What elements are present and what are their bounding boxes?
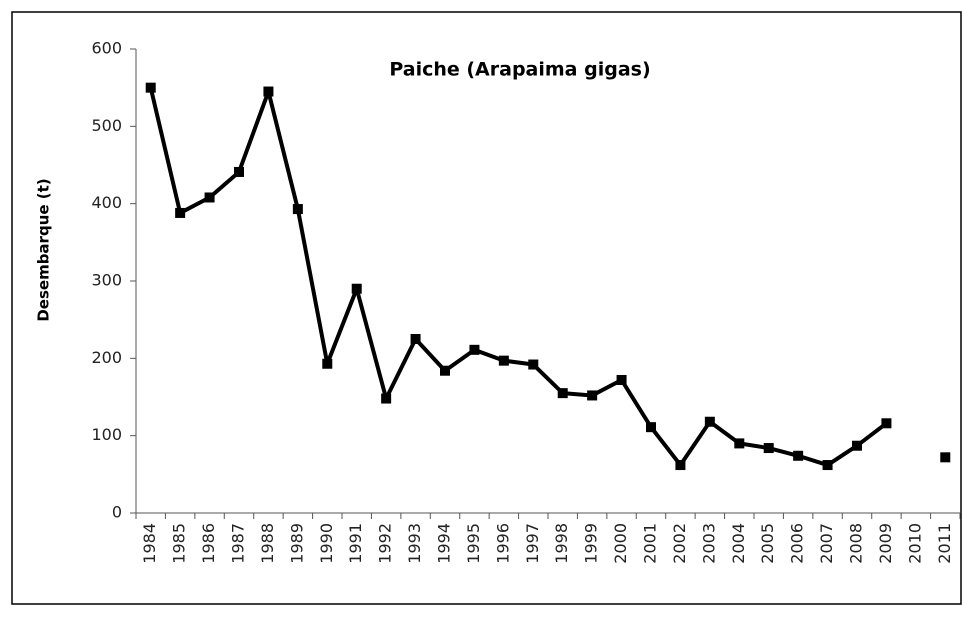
marker bbox=[498, 355, 509, 366]
x-tick-label: 1990 bbox=[317, 523, 336, 564]
x-tick-label: 1986 bbox=[199, 523, 218, 564]
marker bbox=[322, 358, 333, 369]
x-tick-label: 2008 bbox=[847, 523, 866, 564]
y-tick-label: 500 bbox=[91, 116, 122, 135]
y-tick-label: 0 bbox=[112, 503, 122, 522]
marker bbox=[675, 460, 686, 471]
marker bbox=[204, 192, 215, 203]
x-tick-label: 1992 bbox=[376, 523, 395, 564]
marker bbox=[940, 452, 951, 463]
marker bbox=[646, 422, 656, 433]
marker bbox=[263, 86, 274, 97]
marker bbox=[763, 443, 774, 454]
x-tick-label: 1997 bbox=[523, 523, 542, 564]
y-tick-label: 300 bbox=[91, 271, 122, 290]
y-tick-label: 600 bbox=[91, 39, 122, 58]
marker bbox=[528, 359, 539, 370]
marker bbox=[469, 344, 480, 355]
y-tick-label: 100 bbox=[91, 425, 122, 444]
x-tick-label: 1995 bbox=[464, 523, 483, 564]
x-tick-label: 1984 bbox=[140, 523, 159, 564]
x-tick-label: 2007 bbox=[817, 523, 836, 564]
marker bbox=[881, 418, 892, 429]
x-tick-label: 2001 bbox=[641, 523, 660, 564]
x-tick-label: 1998 bbox=[552, 523, 571, 564]
marker bbox=[793, 450, 804, 461]
x-tick-label: 1989 bbox=[287, 523, 306, 564]
x-tick-label: 1993 bbox=[405, 523, 424, 564]
chart-title: Paiche (Arapaima gigas) bbox=[389, 59, 650, 81]
chart-frame bbox=[11, 11, 962, 605]
y-tick-label: 400 bbox=[91, 193, 122, 212]
marker bbox=[292, 204, 303, 215]
marker bbox=[175, 207, 186, 218]
y-tick-label: 200 bbox=[91, 348, 122, 367]
marker bbox=[616, 374, 627, 385]
marker bbox=[557, 388, 568, 399]
x-tick-label: 2006 bbox=[788, 523, 807, 564]
x-tick-label: 2002 bbox=[670, 523, 689, 564]
y-axis-label: Desembarque (t) bbox=[35, 178, 53, 321]
marker bbox=[145, 82, 156, 93]
x-tick-label: 1999 bbox=[582, 523, 601, 564]
x-tick-label: 1994 bbox=[435, 523, 454, 564]
marker bbox=[852, 440, 862, 451]
x-tick-label: 2009 bbox=[876, 523, 895, 564]
x-tick-label: 2005 bbox=[758, 523, 777, 564]
marker bbox=[704, 416, 715, 427]
marker bbox=[734, 438, 745, 449]
marker bbox=[410, 334, 421, 344]
x-tick-label: 2010 bbox=[905, 523, 924, 564]
x-tick-label: 1987 bbox=[229, 523, 248, 564]
marker bbox=[234, 166, 244, 177]
x-tick-label: 2011 bbox=[935, 523, 954, 564]
x-tick-label: 2003 bbox=[699, 523, 718, 564]
marker bbox=[440, 365, 450, 376]
x-tick-label: 1991 bbox=[346, 523, 365, 564]
marker bbox=[381, 393, 392, 404]
marker bbox=[587, 390, 598, 401]
x-tick-label: 2000 bbox=[611, 523, 630, 564]
marker bbox=[351, 283, 362, 294]
x-tick-label: 1985 bbox=[170, 523, 189, 564]
x-tick-label: 1988 bbox=[258, 523, 277, 564]
marker bbox=[822, 460, 833, 471]
x-tick-label: 1996 bbox=[493, 523, 512, 564]
x-tick-label: 2004 bbox=[729, 523, 748, 564]
